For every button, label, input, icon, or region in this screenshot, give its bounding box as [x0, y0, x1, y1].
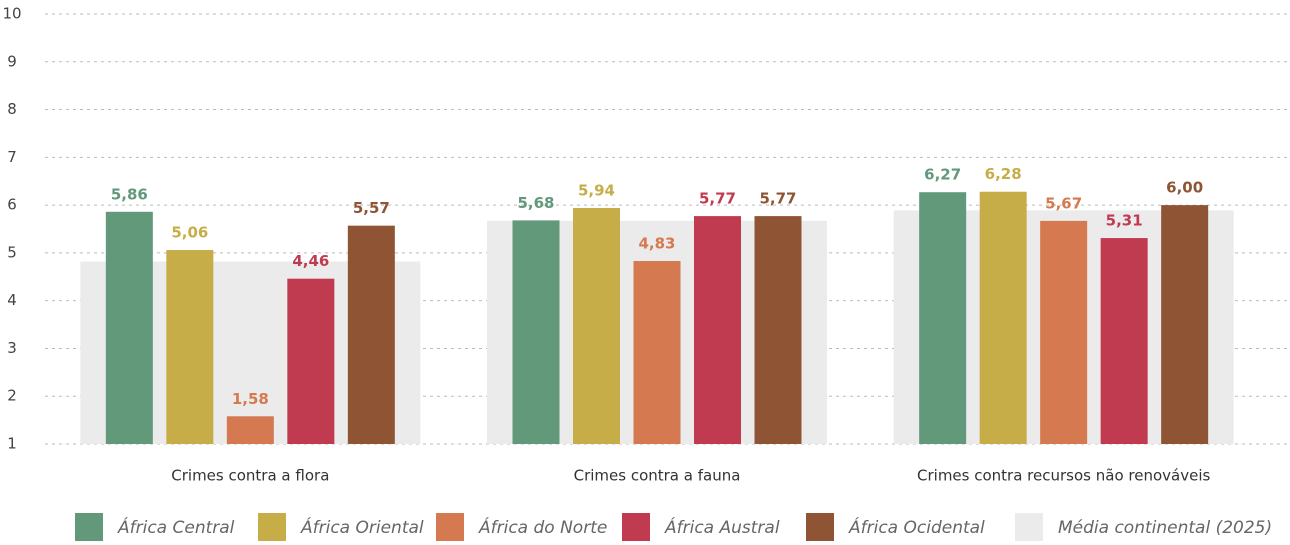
value-label: 5,57 — [353, 199, 390, 217]
bar — [226, 416, 274, 444]
x-tick-label: Crimes contra recursos não renováveis — [917, 467, 1210, 485]
value-label: 1,58 — [232, 390, 269, 408]
legend-label: África do Norte — [478, 516, 607, 538]
y-tick-label: 2 — [7, 387, 17, 405]
legend-swatch — [1015, 513, 1043, 541]
bar — [979, 191, 1027, 444]
legend-swatch — [806, 513, 834, 541]
value-label: 6,00 — [1166, 179, 1203, 197]
y-tick-label: 9 — [7, 52, 17, 70]
value-label: 5,31 — [1106, 212, 1143, 230]
bar — [1100, 238, 1148, 444]
value-label: 5,67 — [1045, 194, 1082, 212]
bar — [287, 278, 335, 444]
y-tick-label: 5 — [7, 243, 17, 261]
value-label: 5,68 — [517, 194, 554, 212]
value-label: 5,77 — [759, 190, 796, 208]
bar — [694, 216, 741, 444]
bar — [919, 192, 967, 444]
value-label: 5,94 — [578, 181, 615, 199]
value-label: 6,27 — [924, 166, 961, 184]
value-label: 6,28 — [985, 165, 1022, 183]
y-tick-label: 7 — [7, 148, 17, 166]
legend-label: África Austral — [664, 516, 780, 538]
bar — [573, 207, 620, 444]
value-label: 5,77 — [699, 190, 736, 208]
legend-swatch — [258, 513, 286, 541]
bar — [1161, 205, 1209, 444]
bar — [754, 216, 802, 444]
y-tick-label: 3 — [7, 339, 17, 357]
bar — [166, 250, 214, 444]
legend-swatch — [75, 513, 103, 541]
legend-swatch — [436, 513, 464, 541]
bar — [1040, 220, 1088, 444]
y-tick-label: 4 — [7, 291, 17, 309]
bar — [105, 211, 153, 444]
y-tick-label: 8 — [7, 100, 17, 118]
bar — [633, 261, 681, 444]
x-tick-label: Crimes contra a flora — [171, 467, 329, 485]
value-label: 5,86 — [111, 185, 148, 203]
legend-label: África Central — [117, 516, 235, 538]
value-label: 4,83 — [638, 235, 675, 253]
bar — [347, 225, 395, 444]
value-label: 5,06 — [171, 224, 208, 242]
y-tick-label: 6 — [7, 196, 17, 214]
bar — [512, 220, 560, 444]
legend-label: África Oriental — [300, 516, 424, 538]
legend-label: Média continental (2025) — [1058, 518, 1272, 538]
x-tick-label: Crimes contra a fauna — [574, 467, 741, 485]
y-tick-label: 1 — [7, 435, 17, 453]
legend-label: África Ocidental — [848, 516, 985, 538]
legend-swatch — [622, 513, 650, 541]
value-label: 4,46 — [292, 252, 329, 270]
y-tick-label: 10 — [2, 5, 21, 23]
